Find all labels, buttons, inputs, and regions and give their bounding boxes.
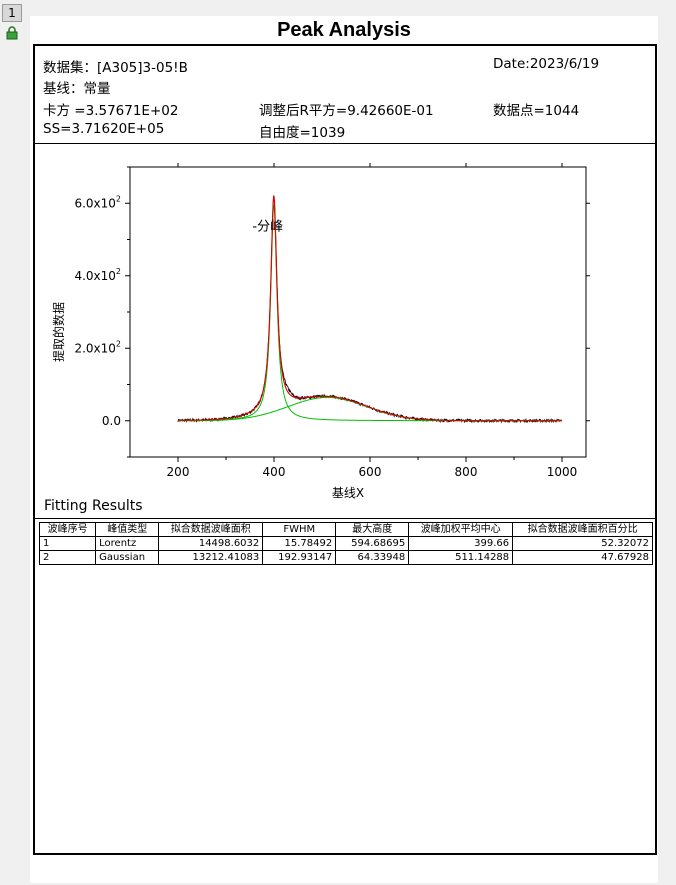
adj-r-sq-label: 调整后R平方=9.42660E-01	[259, 103, 434, 119]
header-peak-type: 峰值类型	[95, 522, 160, 537]
chi-sq-label: 卡方 =3.57671E+02	[43, 103, 179, 119]
cell-peak-type: Lorentz	[95, 536, 160, 551]
cell-area-percent: 47.67928	[512, 550, 653, 565]
page-tab[interactable]: 1	[2, 4, 22, 22]
x-tick-label: 1000	[547, 465, 578, 479]
y-tick-label: 4.0x102	[74, 267, 121, 283]
report-frame: 数据集：[A305]3-05!B Date:2023/6/19 基线：常量 卡方…	[33, 44, 657, 855]
fitting-results-table: 波峰序号 峰值类型 拟合数据波峰面积 FWHM 最大高度 波峰加权平均中心 拟合…	[38, 522, 653, 565]
x-tick-label: 400	[263, 465, 286, 479]
table-row: 2 Gaussian 13212.41083 192.93147 64.3394…	[38, 550, 653, 565]
cell-area-percent: 52.32072	[512, 536, 653, 551]
dataset-label: 数据集：[A305]3-05!B	[43, 60, 188, 76]
dof-label: 自由度=1039	[259, 125, 346, 141]
header-area-percent: 拟合数据波峰面积百分比	[512, 522, 653, 537]
header-max-height: 最大高度	[335, 522, 410, 537]
series-cumulative-line	[177, 194, 562, 422]
table-header-row: 波峰序号 峰值类型 拟合数据波峰面积 FWHM 最大高度 波峰加权平均中心 拟合…	[38, 522, 653, 537]
y-tick-label: 0.0	[102, 414, 121, 428]
cell-peak-area: 14498.6032	[158, 536, 264, 551]
baseline-label: 基线：常量	[43, 81, 111, 97]
table-row: 1 Lorentz 14498.6032 15.78492 594.68695 …	[38, 536, 653, 551]
lock-icon	[6, 26, 18, 40]
peak-chart: 200 400 600 800 1000 0.0 2.0x102 4.0x102 6.0x102…	[51, 163, 590, 500]
header-center: 波峰加权平均中心	[408, 522, 514, 537]
date-label: Date:2023/6/19	[493, 56, 600, 72]
cell-max-height: 594.68695	[335, 536, 410, 551]
cell-peak-index: 2	[38, 550, 97, 565]
header-peak-index: 波峰序号	[38, 522, 97, 537]
y-tick-label: 6.0x102	[74, 194, 121, 210]
cell-peak-index: 1	[38, 536, 97, 551]
report-sheet: Peak Analysis 数据集：[A305]3-05!B Date:2023…	[30, 16, 658, 883]
cell-peak-type: Gaussian	[95, 550, 160, 565]
info-separator	[35, 143, 655, 144]
cell-fwhm: 15.78492	[262, 536, 337, 551]
y-axis-label: 提取的数据	[51, 302, 66, 362]
x-tick-label: 200	[167, 465, 190, 479]
ss-label: SS=3.71620E+05	[43, 121, 165, 137]
x-axis-label: 基线X	[332, 486, 364, 500]
x-tick-label: 800	[455, 465, 478, 479]
y-tick-label: 2.0x102	[74, 339, 121, 355]
header-peak-area: 拟合数据波峰面积	[158, 522, 264, 537]
plot-area	[129, 166, 587, 458]
data-points-label: 数据点=1044	[493, 103, 580, 119]
x-tick-label: 600	[359, 465, 382, 479]
cell-max-height: 64.33948	[335, 550, 410, 565]
cell-peak-area: 13212.41083	[158, 550, 264, 565]
cell-center: 511.14288	[408, 550, 514, 565]
report-title: Peak Analysis	[277, 19, 411, 41]
fitting-results-label: Fitting Results	[44, 498, 143, 514]
results-separator	[35, 518, 655, 519]
header-fwhm: FWHM	[262, 522, 337, 537]
cell-fwhm: 192.93147	[262, 550, 337, 565]
cell-center: 399.66	[408, 536, 514, 551]
peak-annotation: -分峰	[252, 219, 283, 234]
